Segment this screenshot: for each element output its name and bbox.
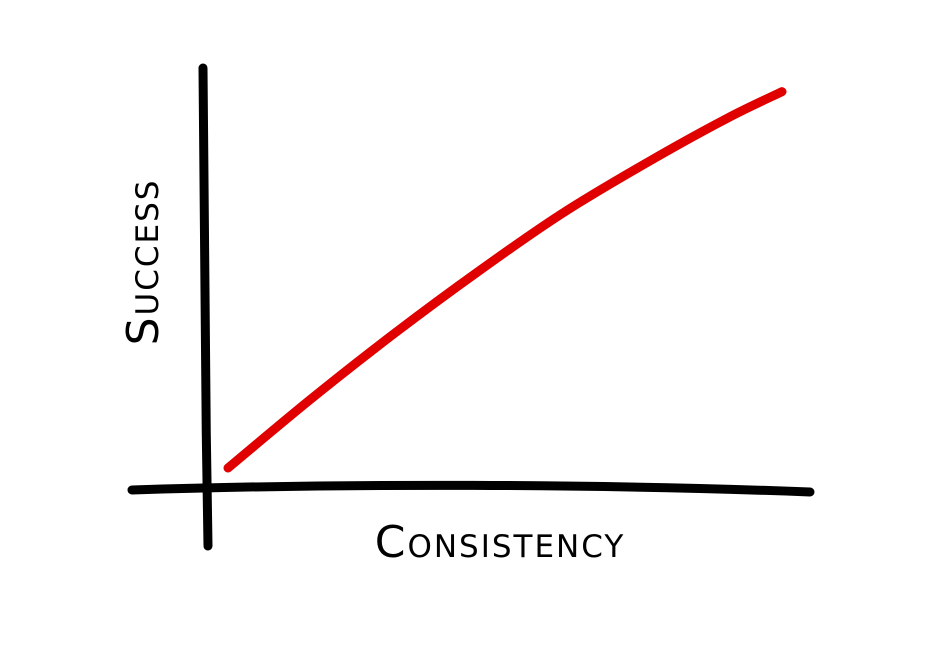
y-axis-label: Success	[118, 179, 169, 346]
series-line-0	[223, 87, 787, 473]
x-axis-label: Consistency	[375, 517, 626, 568]
series-layer	[223, 87, 787, 473]
axes-group	[127, 63, 815, 551]
y-axis-line	[198, 63, 213, 551]
x-axis-line	[127, 480, 815, 497]
